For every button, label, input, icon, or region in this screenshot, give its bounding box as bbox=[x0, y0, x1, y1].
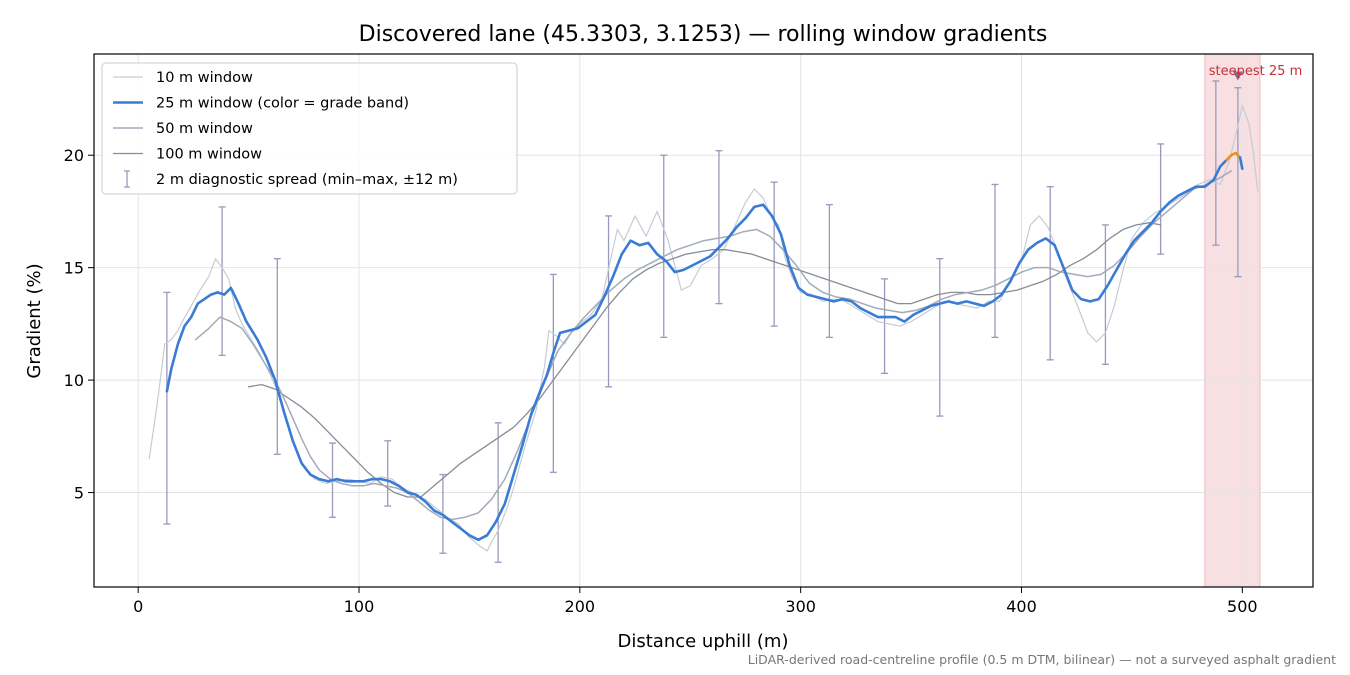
error-bar bbox=[1101, 224, 1109, 366]
series-line-25-m-window-color-grade-band bbox=[165, 158, 1229, 542]
error-bar bbox=[991, 183, 999, 339]
error-bar bbox=[384, 440, 392, 507]
legend-item: 50 m window bbox=[113, 121, 253, 137]
footnote: LiDAR-derived road-centreline profile (0… bbox=[748, 652, 1336, 667]
x-tick-label: 0 bbox=[133, 597, 143, 616]
legend-item: 100 m window bbox=[113, 147, 262, 163]
error-bar bbox=[1046, 186, 1054, 361]
x-tick-label: 100 bbox=[344, 597, 375, 616]
error-bar bbox=[549, 273, 557, 473]
y-tick-label: 20 bbox=[64, 146, 84, 165]
error-bar bbox=[1212, 80, 1220, 246]
legend-item: 2 m diagnostic spread (min–max, ±12 m) bbox=[124, 170, 458, 188]
error-bar bbox=[825, 204, 833, 339]
legend-label: 25 m window (color = grade band) bbox=[156, 96, 409, 112]
steepest-marker bbox=[1232, 71, 1243, 81]
error-bar bbox=[660, 154, 668, 339]
y-tick-label: 5 bbox=[74, 484, 84, 503]
error-bar bbox=[218, 206, 226, 357]
legend-label: 50 m window bbox=[156, 121, 253, 137]
plot-area: steepest 25 m 0 100 200 300 400 500 5 10 15 20 10 m… bbox=[64, 53, 1314, 616]
legend-box bbox=[101, 62, 518, 195]
error-bar bbox=[273, 258, 281, 455]
legend-label: 10 m window bbox=[156, 70, 253, 86]
error-bar bbox=[163, 291, 171, 525]
error-bar bbox=[494, 422, 502, 563]
x-axis-label: Distance uphill (m) bbox=[618, 631, 789, 652]
error-bar bbox=[770, 181, 778, 327]
y-tick-label: 15 bbox=[64, 259, 84, 278]
error-bar bbox=[1157, 143, 1165, 255]
error-bar bbox=[605, 215, 613, 388]
steepest-label: steepest 25 m bbox=[1209, 64, 1302, 79]
y-axis-label: Gradient (%) bbox=[24, 263, 45, 378]
legend-label: 2 m diagnostic spread (min–max, ±12 m) bbox=[156, 172, 458, 188]
legend-item: 25 m window (color = grade band) bbox=[113, 96, 409, 112]
steepest-band bbox=[1204, 53, 1261, 588]
x-tick-label: 400 bbox=[1006, 597, 1037, 616]
series-line-25-m-steepest-band bbox=[1225, 151, 1242, 161]
axes-frame bbox=[93, 53, 1314, 588]
legend: 10 m window 25 m window (color = grade ba… bbox=[101, 62, 518, 195]
y-tick-label: 10 bbox=[64, 371, 84, 390]
x-tick-label: 300 bbox=[785, 597, 816, 616]
data-layer bbox=[148, 80, 1259, 563]
series-line-25-m-tail bbox=[1238, 156, 1244, 170]
error-bar bbox=[936, 258, 944, 417]
chart-title: Discovered lane (45.3303, 3.1253) — roll… bbox=[359, 22, 1048, 47]
series-line-50-m-window bbox=[194, 170, 1233, 521]
error-bar bbox=[1234, 87, 1242, 278]
x-tick-label: 500 bbox=[1227, 597, 1258, 616]
error-bar bbox=[881, 278, 889, 375]
error-bar bbox=[715, 150, 723, 305]
x-tick-label: 200 bbox=[565, 597, 596, 616]
legend-label: 100 m window bbox=[156, 147, 262, 163]
series-line-100-m-window bbox=[247, 222, 1162, 498]
legend-item: 10 m window bbox=[113, 70, 253, 86]
